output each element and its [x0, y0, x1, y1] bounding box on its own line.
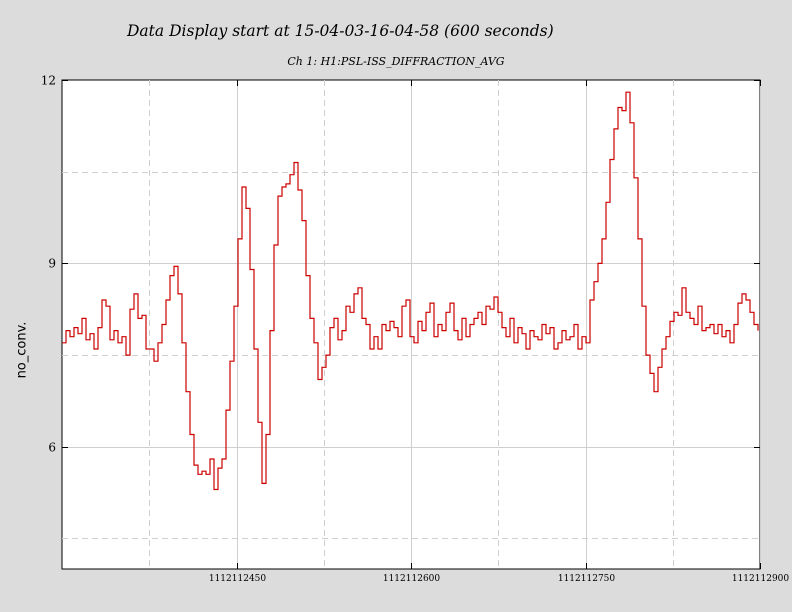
y-tick-label: 6	[48, 441, 56, 455]
display-title: Data Display start at 15-04-03-16-04-58 …	[127, 22, 554, 40]
y-tick-labels: 6 9 12	[41, 74, 56, 455]
channel-label: Ch 1: H1:PSL-ISS_DIFFRACTION_AVG	[287, 55, 505, 68]
grid-lines	[62, 80, 761, 569]
y-tick-label: 12	[41, 74, 56, 88]
series-line	[62, 91, 759, 491]
x-tick-label: 1112112900	[732, 574, 790, 584]
axis-ticks	[62, 80, 761, 569]
x-tick-label: 1112112750	[558, 574, 616, 584]
x-tick-label: 1112112450	[209, 574, 267, 584]
y-tick-label: 9	[48, 257, 56, 271]
x-tick-labels: 1112112450 1112112600 1112112750 1112112900	[209, 574, 790, 584]
x-tick-label: 1112112600	[383, 574, 441, 584]
